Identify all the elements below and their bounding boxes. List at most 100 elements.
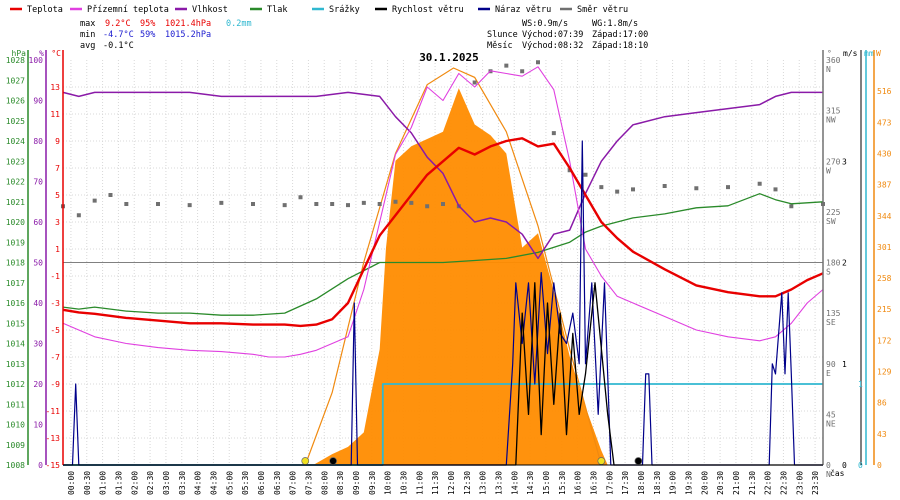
temp-axis-tick: -3 bbox=[50, 299, 60, 308]
percent-axis-tick: 20 bbox=[33, 380, 43, 389]
wind-direction-point bbox=[662, 184, 667, 188]
wind-direction-point bbox=[599, 185, 604, 190]
wind-direction-point bbox=[472, 80, 477, 85]
info-sun-label: Slunce bbox=[487, 30, 518, 40]
stats-min-press: 1015.2hPa bbox=[165, 30, 211, 40]
x-tick-label: 16:30 bbox=[589, 471, 598, 495]
mm-axis-tick: 1 bbox=[858, 380, 863, 389]
x-tick-label: 14:30 bbox=[526, 471, 535, 495]
wind-direction-point bbox=[314, 202, 319, 206]
percent-axis-tick: 80 bbox=[33, 137, 43, 146]
hpa-axis-tick: 1016 bbox=[6, 299, 25, 308]
x-tick-label: 08:00 bbox=[320, 471, 329, 495]
legend-label: Srážky bbox=[329, 5, 360, 15]
stats-min-hum: 59% bbox=[140, 30, 155, 40]
x-tick-label: 23:30 bbox=[811, 471, 820, 495]
legend-label: Teplota bbox=[27, 5, 63, 15]
series-line-tlak bbox=[62, 193, 824, 316]
series-line-rychlost-v-tru bbox=[63, 282, 823, 466]
hpa-axis-unit: hPa bbox=[12, 49, 27, 58]
x-tick-label: 02:00 bbox=[130, 471, 139, 495]
temp-axis-tick: -7 bbox=[50, 353, 60, 362]
wind-direction-series bbox=[61, 60, 825, 218]
w-axis-tick: 43 bbox=[877, 430, 887, 439]
legend-label: Vlhkost bbox=[192, 5, 228, 15]
w-axis-tick: 258 bbox=[877, 274, 892, 283]
stats-max-rain: 0.2mm bbox=[226, 19, 252, 29]
dir-axis-tick: 315 bbox=[826, 107, 841, 116]
wind-direction-point bbox=[393, 199, 398, 204]
x-axis-label: čas bbox=[830, 468, 845, 478]
x-tick-label: 20:30 bbox=[716, 471, 725, 495]
info-moon-set: Západ:18:10 bbox=[592, 41, 648, 51]
w-axis-tick: 86 bbox=[877, 399, 887, 408]
x-tick-label: 01:00 bbox=[99, 471, 108, 495]
x-tick-label: 23:00 bbox=[795, 471, 804, 495]
temp-axis-tick: 11 bbox=[50, 110, 60, 119]
hpa-axis-tick: 1021 bbox=[6, 198, 25, 207]
wind-direction-point bbox=[615, 189, 620, 194]
percent-axis-unit: % bbox=[39, 49, 44, 58]
w-axis-tick: 344 bbox=[877, 212, 892, 221]
wind-direction-point bbox=[298, 195, 303, 200]
ms-axis-tick: 0 bbox=[842, 461, 847, 470]
hpa-axis-tick: 1008 bbox=[6, 461, 25, 470]
dir-axis-name: NW bbox=[826, 116, 836, 125]
legend-label: Rychlost větru bbox=[392, 5, 464, 15]
wind-direction-point bbox=[377, 202, 382, 206]
mm-axis-tick: 0 bbox=[858, 461, 863, 470]
stats-min-label: min bbox=[80, 30, 95, 40]
x-tick-label: 19:00 bbox=[669, 471, 678, 495]
percent-axis-tick: 60 bbox=[33, 218, 43, 227]
x-tick-label: 22:00 bbox=[764, 471, 773, 495]
hpa-axis-tick: 1019 bbox=[6, 238, 25, 247]
x-tick-label: 17:00 bbox=[605, 471, 614, 495]
w-axis-tick: 473 bbox=[877, 118, 892, 127]
x-tick-label: 20:00 bbox=[700, 471, 709, 495]
temp-axis-tick: 7 bbox=[55, 164, 60, 173]
x-tick-label: 21:30 bbox=[748, 471, 757, 495]
percent-axis-tick: 0 bbox=[38, 461, 43, 470]
wind-direction-point bbox=[409, 200, 414, 205]
hpa-axis-tick: 1010 bbox=[6, 421, 25, 430]
solar-radiation-area bbox=[313, 88, 608, 466]
temp-axis-tick: -9 bbox=[50, 380, 60, 389]
dir-axis-tick: 45 bbox=[826, 410, 836, 419]
wind-direction-point bbox=[536, 60, 540, 65]
percent-axis-tick: 70 bbox=[33, 178, 43, 187]
dir-axis-name: SE bbox=[826, 318, 836, 327]
w-axis-tick: 172 bbox=[877, 336, 892, 345]
legend-label: Náraz větru bbox=[495, 5, 551, 15]
x-tick-label: 06:00 bbox=[257, 471, 266, 495]
sun-marker bbox=[597, 457, 606, 465]
percent-axis-tick: 40 bbox=[33, 299, 43, 308]
ms-axis-tick: 1 bbox=[842, 360, 847, 369]
dir-axis-name: E bbox=[826, 369, 831, 378]
series-line-vlhkost bbox=[62, 91, 823, 260]
wind-direction-point bbox=[330, 202, 335, 206]
temp-axis-tick: 1 bbox=[55, 245, 60, 254]
chart-title: 30.1.2025 bbox=[419, 51, 479, 64]
hpa-axis-tick: 1022 bbox=[6, 178, 25, 187]
hpa-axis-tick: 1026 bbox=[6, 97, 25, 106]
temp-axis-unit: °C bbox=[51, 49, 61, 58]
stats-min-temp: -4.7°C bbox=[103, 30, 134, 40]
wind-direction-point bbox=[92, 198, 97, 203]
wind-direction-point bbox=[789, 204, 794, 209]
x-tick-label: 05:00 bbox=[225, 471, 234, 495]
ms-axis-tick: 2 bbox=[842, 259, 847, 268]
stats-max-press: 1021.4hPa bbox=[165, 19, 211, 29]
legend-label: Tlak bbox=[267, 5, 287, 15]
dir-axis-tick: 270 bbox=[826, 157, 841, 166]
dir-axis-name: N bbox=[826, 470, 831, 479]
hpa-axis-tick: 1028 bbox=[6, 56, 25, 65]
hpa-axis-tick: 1009 bbox=[6, 441, 25, 450]
wind-direction-point bbox=[219, 200, 224, 205]
mm-axis-unit: mm bbox=[864, 49, 874, 58]
w-axis-tick: 430 bbox=[877, 149, 892, 158]
x-tick-label: 15:30 bbox=[558, 471, 567, 495]
temp-axis-tick: 5 bbox=[55, 191, 60, 200]
wind-direction-point bbox=[76, 213, 81, 218]
x-tick-label: 07:30 bbox=[304, 471, 313, 495]
